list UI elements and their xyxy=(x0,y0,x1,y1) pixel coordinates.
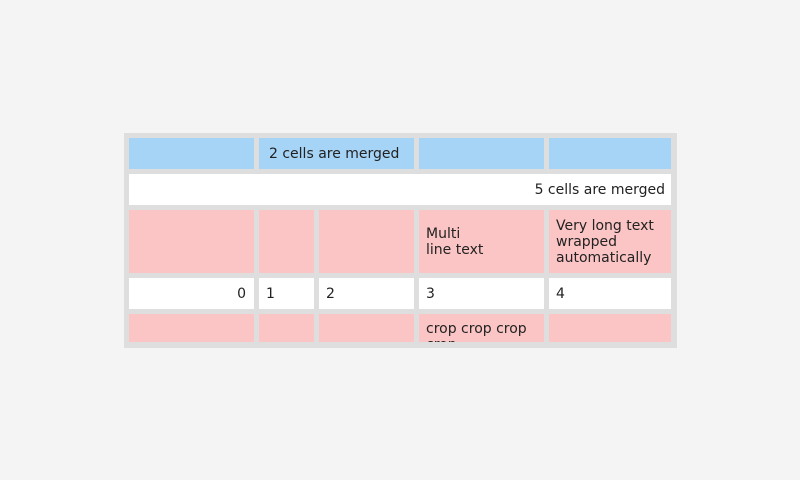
table-cell xyxy=(129,138,254,169)
table-cell xyxy=(319,314,414,342)
table-cell: 2 cells are merged xyxy=(259,138,414,169)
table-cell xyxy=(129,210,254,273)
table-cell xyxy=(259,314,314,342)
table-cell xyxy=(319,210,414,273)
table-cell xyxy=(549,138,671,169)
table-cell: Very long text wrapped automatically xyxy=(549,210,671,273)
table-cell xyxy=(259,210,314,273)
table-cell: 2 xyxy=(319,278,414,309)
table-cell: 1 xyxy=(259,278,314,309)
table-cell: 5 cells are merged xyxy=(129,174,671,205)
table-cell: Multi line text xyxy=(419,210,544,273)
table-cell xyxy=(129,314,254,342)
table-cell xyxy=(549,314,671,342)
table-cell xyxy=(419,138,544,169)
table-cell: 0 xyxy=(129,278,254,309)
table-cell: 3 xyxy=(419,278,544,309)
table-cell: 4 xyxy=(549,278,671,309)
table-cell: crop crop crop crop xyxy=(419,314,544,342)
